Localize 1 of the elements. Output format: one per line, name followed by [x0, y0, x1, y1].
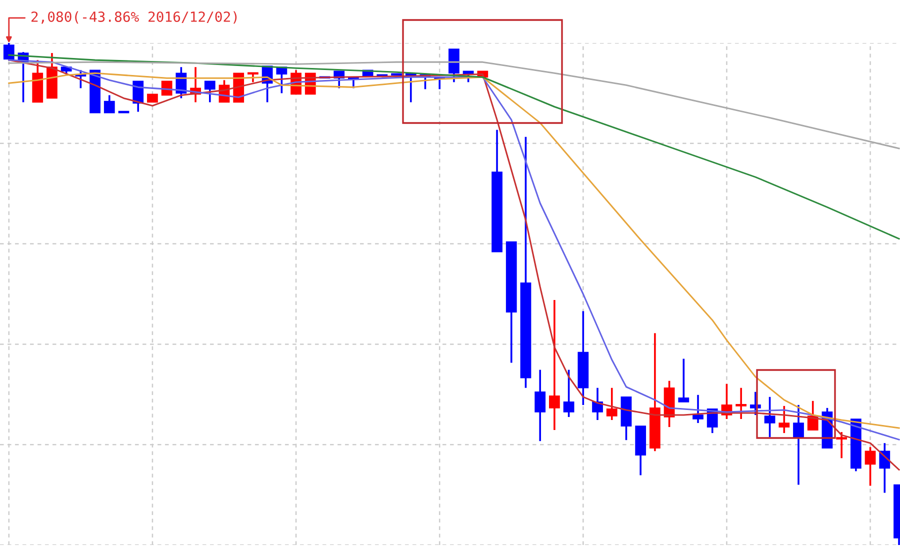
text: 2,080(-43.86% 2016/12/02) [31, 11, 237, 24]
